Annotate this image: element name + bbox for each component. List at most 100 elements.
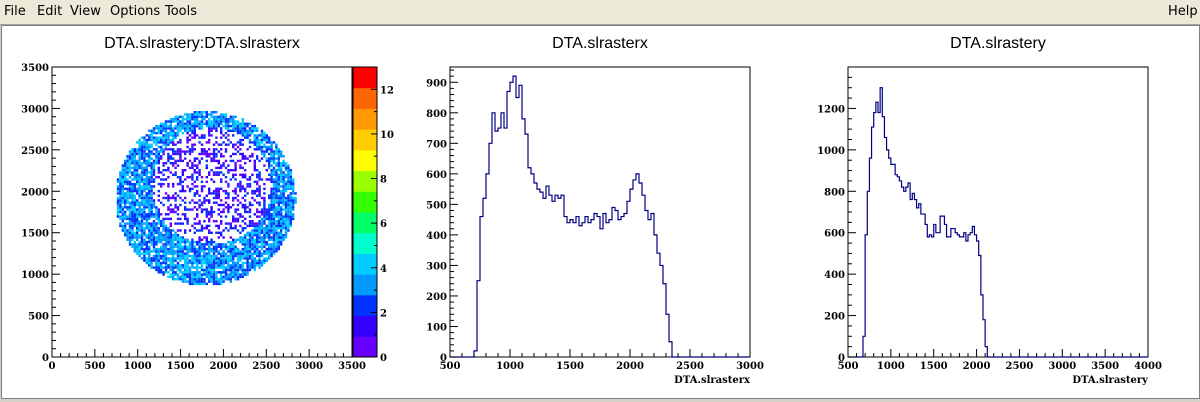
heatmap-cell (150, 213, 153, 216)
heatmap-cell (143, 203, 146, 207)
heatmap-cell (157, 210, 160, 214)
colorbar-swatch (353, 253, 377, 275)
heatmap-cell (246, 245, 249, 248)
heatmap-cell (150, 157, 153, 160)
heatmap-cell (277, 194, 280, 197)
colorbar-swatch (353, 129, 377, 151)
heatmap-cell (140, 192, 144, 195)
heatmap-cell (205, 124, 208, 128)
menu-view[interactable]: View (70, 4, 101, 19)
heatmap-cell (292, 180, 295, 183)
heatmap-cell (140, 245, 144, 248)
heatmap-cell (222, 229, 225, 232)
heatmap-cell (275, 196, 278, 200)
heatmap-cell (188, 268, 192, 272)
heatmap-cell (160, 271, 163, 274)
heatmap-cell (143, 201, 146, 204)
heatmap-cell (200, 150, 204, 153)
menu-edit[interactable]: Edit (37, 4, 63, 19)
heatmap-cell (241, 134, 244, 137)
heatmap-cell (121, 224, 124, 228)
heatmap-cell (205, 238, 208, 241)
y-2d-tick-label: 2500 (21, 146, 49, 157)
colorbar-frame (352, 66, 378, 358)
heatmap-cell (179, 182, 182, 186)
pad-histogram-x[interactable]: DTA.slrasterx 500 1000 1500 2000 2500 3000 01… (426, 35, 764, 386)
x-hist-x-tick-label: 2000 (616, 361, 644, 372)
heatmap-cell (224, 271, 228, 274)
heatmap-cell (198, 273, 201, 276)
heatmap-cell (133, 171, 136, 174)
heatmap-cell (239, 231, 242, 234)
y-hist-x-tick-label: 500 (426, 200, 447, 211)
heatmap-cell (191, 173, 194, 176)
menu-options[interactable]: Options (110, 4, 161, 19)
heatmap-cell (270, 148, 273, 151)
heatmap-cell (244, 122, 247, 125)
heatmap-cell (193, 275, 196, 279)
heatmap-cell (205, 208, 208, 211)
heatmap-cell (188, 201, 192, 204)
menu-file[interactable]: File (4, 4, 26, 19)
heatmap-cell (181, 187, 184, 190)
heatmap-cell (272, 229, 276, 232)
menu-tools[interactable]: Tools (165, 4, 198, 19)
heatmap-cell (164, 264, 168, 267)
pad-histogram-y[interactable]: DTA.slrastery 500 1000 1500 2000 2500 3000 350… (817, 35, 1162, 386)
heatmap-cell (128, 196, 132, 200)
heatmap-cell (222, 259, 225, 262)
heatmap-cell (268, 141, 271, 144)
heatmap-cell (270, 196, 273, 200)
heatmap-cell (244, 129, 247, 132)
pad-2d-histogram[interactable]: DTA.slrastery:DTA.slrasterx 0 500 1000 1500… (21, 35, 394, 372)
root-canvas[interactable]: DTA.slrastery:DTA.slrasterx 0 500 1000 1500… (1, 25, 1200, 399)
heatmap-cell (256, 231, 259, 234)
heatmap-cell (138, 178, 141, 181)
heatmap-cell (124, 217, 127, 221)
heatmap-cell (246, 122, 249, 125)
heatmap-cell (282, 182, 285, 186)
heatmap-cell (181, 118, 184, 121)
heatmap-cell (217, 266, 220, 269)
heatmap-cell (229, 245, 232, 248)
heatmap-cell (128, 222, 132, 225)
heatmap-cell (184, 118, 187, 121)
heatmap-cell (128, 162, 132, 165)
heatmap-cell (246, 210, 249, 214)
menu-help[interactable]: Help (1168, 4, 1198, 19)
heatmap-cell (275, 206, 278, 209)
heatmap-cell (232, 127, 235, 130)
heatmap-cell (184, 271, 187, 274)
heatmap-cell (184, 278, 187, 281)
heatmap-cell (196, 240, 199, 244)
heatmap-cell (152, 199, 156, 202)
heatmap-cell (198, 220, 201, 223)
heatmap-cell (128, 182, 132, 186)
heatmap-cell (138, 180, 141, 183)
heatmap-cell (246, 148, 249, 151)
heatmap-cell (239, 257, 242, 260)
heatmap-cell (121, 185, 124, 188)
heatmap-cell (136, 250, 139, 253)
heatmap-cell (284, 234, 288, 237)
heatmap-cell (200, 229, 204, 232)
heatmap-cell (280, 194, 283, 197)
heatmap-cell (263, 136, 266, 139)
heatmap-cell (251, 124, 254, 128)
heatmap-cell (280, 224, 283, 228)
heatmap-cell (270, 231, 273, 234)
heatmap-cell (191, 131, 194, 135)
heatmap-cell (289, 215, 292, 218)
heatmap-cell (248, 268, 252, 272)
heatmap-cell (210, 113, 213, 116)
heatmap-cell (138, 148, 141, 151)
heatmap-cell (181, 247, 184, 251)
heatmap-cell (203, 185, 206, 188)
heatmap-cell (287, 213, 290, 216)
heatmap-cell (150, 185, 153, 188)
heatmap-cell (205, 266, 208, 269)
heatmap-cell (155, 238, 158, 241)
y-hist-x-tick-label: 200 (426, 292, 447, 303)
plot-canvas[interactable]: DTA.slrastery:DTA.slrasterx 0 500 1000 1500… (2, 26, 1199, 398)
heatmap-cell (138, 155, 141, 158)
